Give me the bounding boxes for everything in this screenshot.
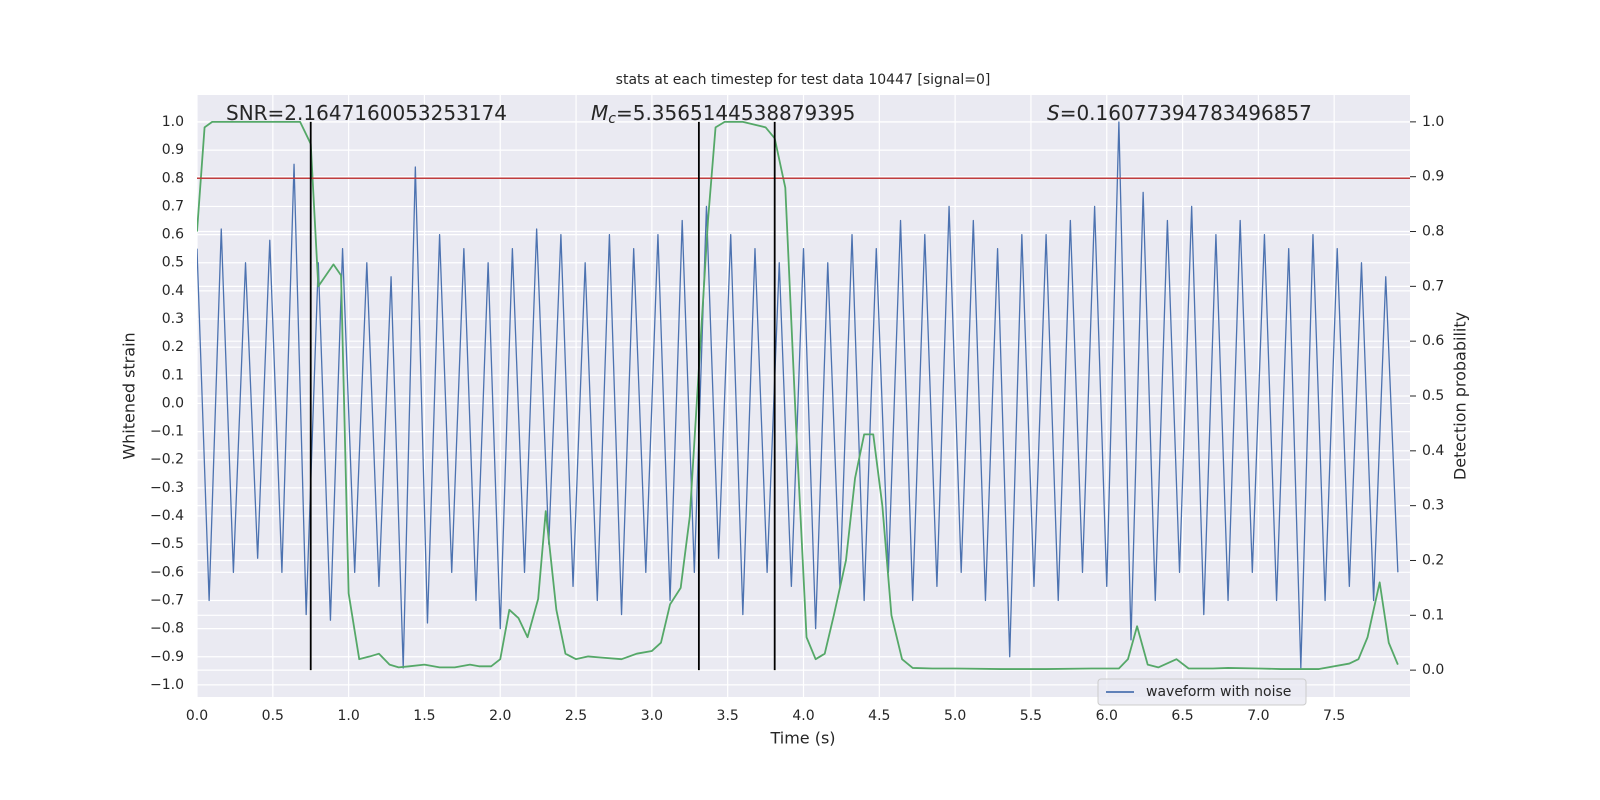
y-tick-label: 0.2 (162, 339, 184, 355)
y-tick-label: 0.4 (162, 283, 184, 299)
y-tick-label: −0.1 (150, 424, 184, 440)
annotation: Mc=5.3565144538879395 (591, 101, 855, 128)
y-tick-label: 0.5 (162, 255, 184, 271)
y-tick-label: −0.6 (150, 564, 184, 580)
y-tick-label: 0.1 (162, 367, 184, 383)
x-tick-label: 3.0 (641, 708, 663, 724)
y-tick-label: 0.8 (162, 170, 184, 186)
x-tick-label: 2.5 (565, 708, 587, 724)
y2-tick-label: 0.1 (1422, 607, 1444, 623)
y-tick-label: 0.6 (162, 227, 184, 243)
y2-axis-label: Detection probability (1451, 312, 1470, 480)
y-tick-label: −0.8 (150, 621, 184, 637)
x-tick-label: 6.0 (1096, 708, 1118, 724)
x-axis-label: Time (s) (769, 729, 835, 748)
y2-tick-label: 0.7 (1422, 278, 1444, 294)
y-tick-label: 0.9 (162, 142, 184, 158)
annotation: S=0.16077394783496857 (1047, 101, 1312, 125)
annotation-symbol: M (591, 101, 608, 125)
x-tick-label: 6.5 (1171, 708, 1193, 724)
y2-tick-label: 1.0 (1422, 114, 1444, 130)
y-tick-label: −0.3 (150, 480, 184, 496)
annotation-text: SNR=2.1647160053253174 (226, 101, 507, 125)
x-tick-label: 2.0 (489, 708, 511, 724)
x-tick-label: 5.5 (1020, 708, 1042, 724)
chart-title: stats at each timestep for test data 104… (616, 72, 991, 88)
y-tick-label: −0.7 (150, 592, 184, 608)
series-line (197, 120, 1399, 670)
y2-tick-label: 0.2 (1422, 552, 1444, 568)
x-tick-label: 1.5 (413, 708, 435, 724)
annotation: SNR=2.1647160053253174 (226, 101, 507, 125)
y2-tick-label: 0.4 (1422, 443, 1444, 459)
x-tick-label: 0.5 (262, 708, 284, 724)
y-tick-label: −0.9 (150, 649, 184, 665)
y-tick-label: −0.2 (150, 452, 184, 468)
x-tick-label: 5.0 (944, 708, 966, 724)
y-tick-label: 0.7 (162, 198, 184, 214)
x-tick-label: 4.5 (868, 708, 890, 724)
series-line (197, 121, 1399, 669)
y-tick-label: 0.0 (162, 395, 184, 411)
annotation-symbol: S (1047, 101, 1060, 125)
y-tick-label: −0.4 (150, 508, 184, 524)
x-tick-label: 7.5 (1323, 708, 1345, 724)
legend-frame (1097, 678, 1307, 706)
annotation-text: =0.16077394783496857 (1060, 101, 1312, 125)
y-tick-label: −0.5 (150, 536, 184, 552)
y-tick-label: 0.3 (162, 311, 184, 327)
x-tick-label: 7.0 (1247, 708, 1269, 724)
y-axis-label: Whitened strain (120, 332, 139, 459)
x-tick-label: 1.0 (337, 708, 359, 724)
labels: 0.0 0.5 1.0 1.5 2.0 2.5 3.0 3.5 4.0 4.5 5.0 5.5 6.0 6… (150, 101, 1444, 725)
x-tick-label: 0.0 (186, 708, 208, 724)
annotation-text: =5.3565144538879395 (616, 101, 855, 125)
y-tick-label: −1.0 (150, 677, 184, 693)
y2-tick-label: 0.5 (1422, 388, 1444, 404)
y2-tick-label: 0.0 (1422, 662, 1444, 678)
marks (197, 120, 1410, 671)
annotation-subscript: c (608, 111, 616, 127)
y2-tick-label: 0.3 (1422, 498, 1444, 514)
y2-tick-label: 0.8 (1422, 224, 1444, 240)
x-tick-label: 3.5 (717, 708, 739, 724)
legend-label: waveform with noise (1146, 684, 1291, 700)
x-tick-label: 4.0 (792, 708, 814, 724)
y-tick-label: 1.0 (162, 114, 184, 130)
y2-tick-label: 0.6 (1422, 333, 1444, 349)
y2-tick-label: 0.9 (1422, 169, 1444, 185)
